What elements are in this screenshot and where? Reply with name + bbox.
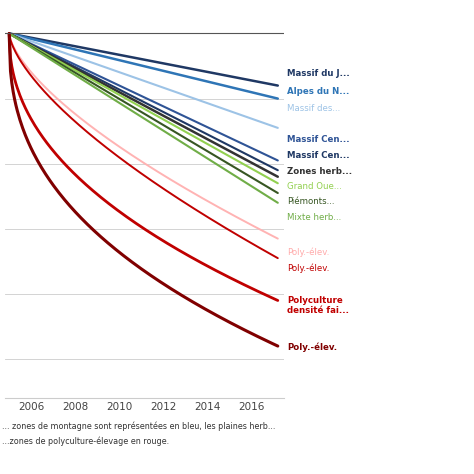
Text: Massif Cen...: Massif Cen... [287,151,349,160]
Text: Zones herb...: Zones herb... [287,167,352,176]
Text: ...zones de polyculture-élevage en rouge.: ...zones de polyculture-élevage en rouge… [2,437,170,446]
Text: Poly.-élev.: Poly.-élev. [287,263,329,273]
Text: Alpes du N...: Alpes du N... [287,87,349,95]
Text: Polyculture
densité fai...: Polyculture densité fai... [287,296,349,315]
Text: Grand Oue...: Grand Oue... [287,182,342,191]
Text: Massif du J...: Massif du J... [287,69,349,78]
Text: Massif des...: Massif des... [287,104,340,113]
Text: Mixte herb...: Mixte herb... [287,213,341,222]
Text: Massif Cen...: Massif Cen... [287,136,349,144]
Text: Piémonts...: Piémonts... [287,198,334,206]
Text: ... zones de montagne sont représentées en bleu, les plaines herb...: ... zones de montagne sont représentées … [2,421,276,431]
Text: Poly.-élev.: Poly.-élev. [287,247,329,257]
Text: Poly.-élev.: Poly.-élev. [287,342,337,352]
